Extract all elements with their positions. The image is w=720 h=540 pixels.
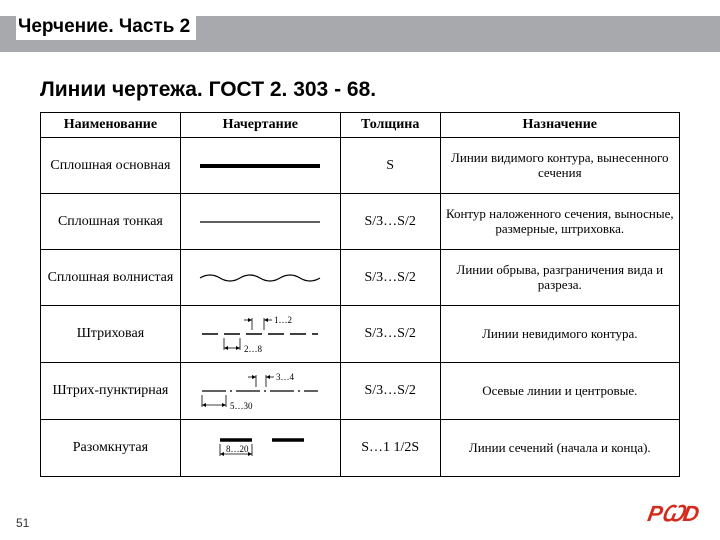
cell-drawing <box>180 250 340 306</box>
cell-purpose: Контур наложенного сечения, выносные, ра… <box>440 194 679 250</box>
rzd-logo: PꞶD <box>645 498 700 528</box>
cell-name: Сплошная волнистая <box>41 250 181 306</box>
section-heading: Линии чертежа. ГОСТ 2. 303 - 68. <box>40 78 376 102</box>
th-thickness: Толщина <box>340 113 440 138</box>
dim-top-label: 3…4 <box>276 372 295 382</box>
cell-purpose: Линии обрыва, разграничения вида и разре… <box>440 250 679 306</box>
cell-purpose: Линии сечений (начала и конца). <box>440 420 679 477</box>
cell-drawing: 3…4 5…30 <box>180 363 340 420</box>
line-dashed-icon: 1…2 2…8 <box>190 306 330 362</box>
cell-thickness: S/3…S/2 <box>340 250 440 306</box>
page-number: 51 <box>16 516 29 530</box>
dim-label: 8…20 <box>226 444 249 454</box>
table-header-row: Наименование Начертание Толщина Назначен… <box>41 113 680 138</box>
slide-title: Черчение. Часть 2 <box>16 14 196 40</box>
cell-purpose: Осевые линии и центровые. <box>440 363 679 420</box>
line-types-table: Наименование Начертание Толщина Назначен… <box>40 112 680 477</box>
table-row: Сплошная тонкая S/3…S/2 Контур наложенно… <box>41 194 680 250</box>
cell-name: Штрих-пунктирная <box>41 363 181 420</box>
th-drawing: Начертание <box>180 113 340 138</box>
line-solid-thin-icon <box>190 202 330 242</box>
cell-name: Сплошная тонкая <box>41 194 181 250</box>
cell-drawing <box>180 194 340 250</box>
cell-name: Сплошная основная <box>41 138 181 194</box>
dim-bot-label: 2…8 <box>244 344 263 354</box>
table-row: Штриховая 1…2 <box>41 306 680 363</box>
cell-purpose: Линии невидимого контура. <box>440 306 679 363</box>
cell-drawing <box>180 138 340 194</box>
table-row: Штрих-пунктирная 3…4 <box>41 363 680 420</box>
table-row: Сплошная волнистая S/3…S/2 Линии обрыва,… <box>41 250 680 306</box>
th-purpose: Назначение <box>440 113 679 138</box>
cell-thickness: S/3…S/2 <box>340 363 440 420</box>
line-wavy-icon <box>190 258 330 298</box>
table-row: Сплошная основная S Линии видимого конту… <box>41 138 680 194</box>
line-open-icon: 8…20 <box>190 420 330 476</box>
dim-top-label: 1…2 <box>274 315 292 325</box>
th-name: Наименование <box>41 113 181 138</box>
line-dash-dot-icon: 3…4 5…30 <box>190 363 330 419</box>
cell-name: Разомкнутая <box>41 420 181 477</box>
cell-purpose: Линии видимого контура, вынесенного сече… <box>440 138 679 194</box>
cell-drawing: 1…2 2…8 <box>180 306 340 363</box>
cell-name: Штриховая <box>41 306 181 363</box>
dim-bot-label: 5…30 <box>230 401 253 411</box>
cell-thickness: S…1 1/2S <box>340 420 440 477</box>
cell-thickness: S/3…S/2 <box>340 194 440 250</box>
cell-thickness: S/3…S/2 <box>340 306 440 363</box>
cell-thickness: S <box>340 138 440 194</box>
cell-drawing: 8…20 <box>180 420 340 477</box>
line-solid-thick-icon <box>190 146 330 186</box>
table-row: Разомкнутая 8…20 S…1 1/2 <box>41 420 680 477</box>
